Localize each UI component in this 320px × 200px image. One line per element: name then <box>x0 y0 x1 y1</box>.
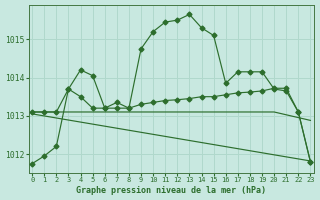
X-axis label: Graphe pression niveau de la mer (hPa): Graphe pression niveau de la mer (hPa) <box>76 186 266 195</box>
